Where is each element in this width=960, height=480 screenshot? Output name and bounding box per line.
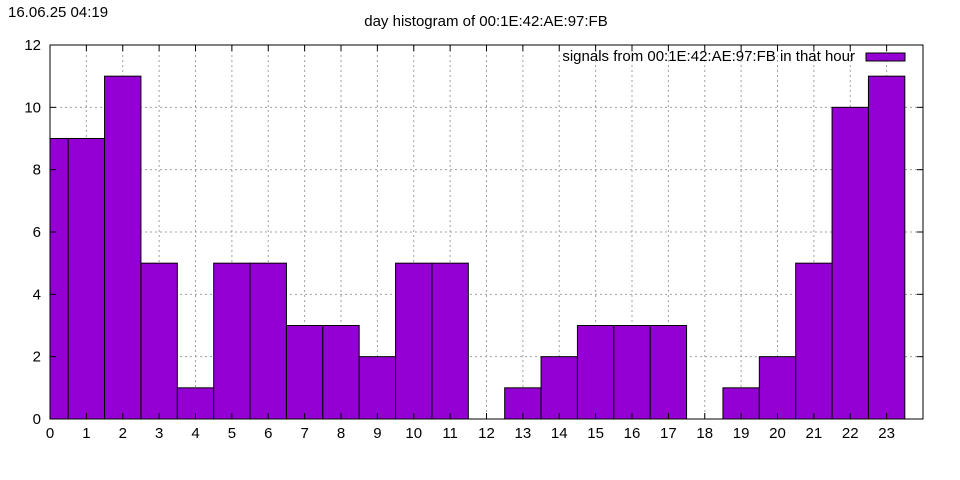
x-tick-label: 8 xyxy=(337,425,345,442)
bars-layer xyxy=(49,75,906,420)
histogram-bar xyxy=(104,75,142,420)
x-tick-label: 22 xyxy=(842,425,859,442)
histogram-bar xyxy=(431,262,469,420)
histogram-bar xyxy=(831,106,869,420)
x-tick-label: 2 xyxy=(119,425,127,442)
histogram-bar xyxy=(395,262,433,420)
legend: signals from 00:1E:42:AE:97:FB in that h… xyxy=(562,48,906,65)
histogram-bar xyxy=(249,262,287,420)
x-tick-label: 18 xyxy=(696,425,713,442)
histogram-bar xyxy=(576,325,615,420)
legend-swatch xyxy=(865,52,906,62)
histogram-bar xyxy=(285,325,324,420)
y-tick-label: 2 xyxy=(33,349,41,366)
y-tick-label: 12 xyxy=(24,37,41,54)
histogram-bar xyxy=(613,325,651,420)
chart-title: day histogram of 00:1E:42:AE:97:FB xyxy=(364,13,607,30)
x-tick-label: 20 xyxy=(769,425,786,442)
histogram-bar xyxy=(758,356,797,420)
x-tick-label: 11 xyxy=(442,425,458,442)
y-tick-label: 0 xyxy=(33,411,41,428)
x-tick-label: 19 xyxy=(733,425,750,442)
y-tick-label: 10 xyxy=(24,99,41,116)
x-tick-label: 23 xyxy=(878,425,895,442)
x-tick-label: 1 xyxy=(82,425,90,442)
x-tick-label: 12 xyxy=(478,425,495,442)
x-tick-label: 10 xyxy=(405,425,422,442)
histogram-bar xyxy=(322,325,360,420)
x-tick-label: 14 xyxy=(551,425,568,442)
x-tick-label: 6 xyxy=(264,425,272,442)
x-tick-labels: 0 1 2 3 4 5 6 7 8 9 10 11 12 13 14 15 16 17 18 19 20 21 22 23 xyxy=(46,425,895,442)
x-tick-label: 0 xyxy=(46,425,54,442)
plot-border xyxy=(49,44,924,420)
histogram-bar xyxy=(67,138,106,420)
x-tick-label: 16 xyxy=(624,425,641,442)
histogram-bar xyxy=(358,356,397,420)
x-tick-label: 3 xyxy=(155,425,163,442)
y-tick-label: 6 xyxy=(33,224,41,241)
x-tick-label: 13 xyxy=(515,425,532,442)
x-tick-label: 7 xyxy=(300,425,308,442)
legend-label: signals from 00:1E:42:AE:97:FB in that h… xyxy=(562,48,855,65)
timestamp-label: 16.06.25 04:19 xyxy=(8,4,109,21)
histogram-bar xyxy=(867,75,906,420)
axis-layer xyxy=(49,44,924,420)
y-tick-label: 8 xyxy=(33,162,41,179)
histogram-bar xyxy=(540,356,578,420)
x-tick-label: 15 xyxy=(587,425,604,442)
x-tick-label: 17 xyxy=(660,425,677,442)
x-tick-label: 21 xyxy=(806,425,823,442)
x-tick-label: 4 xyxy=(191,425,199,442)
histogram-bar xyxy=(140,262,178,420)
x-tick-label: 5 xyxy=(228,425,236,442)
y-tick-label: 4 xyxy=(33,286,41,303)
x-tick-label: 9 xyxy=(373,425,381,442)
histogram-bar xyxy=(49,138,69,420)
histogram-bar xyxy=(795,262,833,420)
y-tick-labels: 0 2 4 6 8 10 12 xyxy=(24,37,41,428)
histogram-bar xyxy=(213,262,251,420)
histogram-bar xyxy=(649,325,688,420)
